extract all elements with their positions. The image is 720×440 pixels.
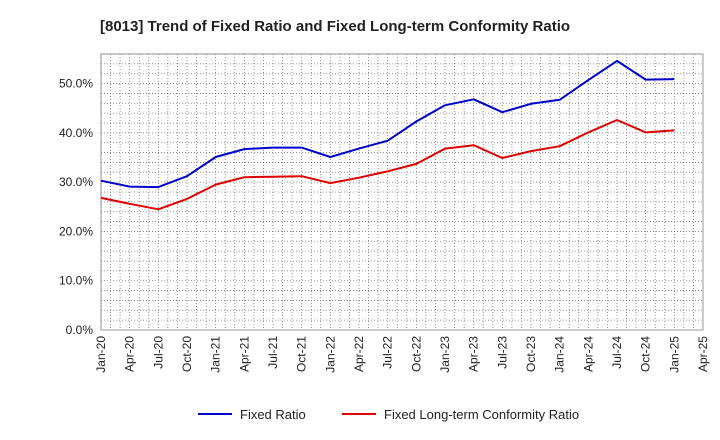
y-tick-label: 0.0%	[66, 323, 94, 337]
series-line-1	[100, 59, 675, 189]
x-tick-label: Jan-23	[438, 336, 452, 373]
y-tick-label: 10.0%	[59, 274, 93, 288]
y-axis-ticks: 0.0% 10.0% 20.0% 30.0% 40.0% 50.0%	[59, 77, 93, 337]
x-tick-label: Apr-20	[123, 336, 137, 372]
series-line-2	[100, 119, 675, 211]
y-tick-label: 20.0%	[59, 224, 93, 238]
legend-label-1: Fixed Ratio	[240, 407, 306, 422]
x-tick-label: Jan-20	[94, 336, 108, 373]
y-tick-label: 30.0%	[59, 175, 93, 189]
x-tick-label: Oct-20	[180, 336, 194, 372]
x-tick-label: Apr-21	[237, 336, 251, 372]
x-tick-label: Jul-21	[266, 336, 280, 369]
x-tick-label: Apr-23	[467, 336, 481, 372]
y-tick-label: 40.0%	[59, 126, 93, 140]
x-tick-label: Jul-23	[495, 336, 509, 369]
x-tick-label: Jan-21	[209, 336, 223, 373]
x-tick-label: Oct-23	[524, 336, 538, 372]
x-tick-label: Jan-25	[667, 336, 681, 373]
gridlines	[100, 53, 704, 331]
y-tick-label: 50.0%	[59, 77, 93, 91]
x-tick-label: Apr-24	[581, 336, 595, 372]
series-lines	[100, 59, 675, 211]
x-tick-label: Jan-22	[323, 336, 337, 373]
legend: Fixed Ratio Fixed Long-term Conformity Ra…	[198, 407, 579, 422]
x-axis-ticks: Jan-20 Apr-20 Jul-20 Oct-20 Jan-21 Apr-21 Jul-…	[94, 336, 710, 373]
x-tick-label: Apr-25	[696, 336, 710, 372]
x-tick-label: Oct-24	[639, 336, 653, 372]
x-tick-label: Jul-20	[151, 336, 165, 369]
x-tick-label: Oct-22	[409, 336, 423, 372]
x-tick-label: Jul-24	[610, 336, 624, 369]
legend-label-2: Fixed Long-term Conformity Ratio	[384, 407, 579, 422]
x-tick-label: Jul-22	[381, 336, 395, 369]
chart-title: [8013] Trend of Fixed Ratio and Fixed Lo…	[100, 18, 570, 35]
x-tick-label: Jan-24	[553, 336, 567, 373]
x-tick-label: Oct-21	[295, 336, 309, 372]
x-tick-label: Apr-22	[352, 336, 366, 372]
